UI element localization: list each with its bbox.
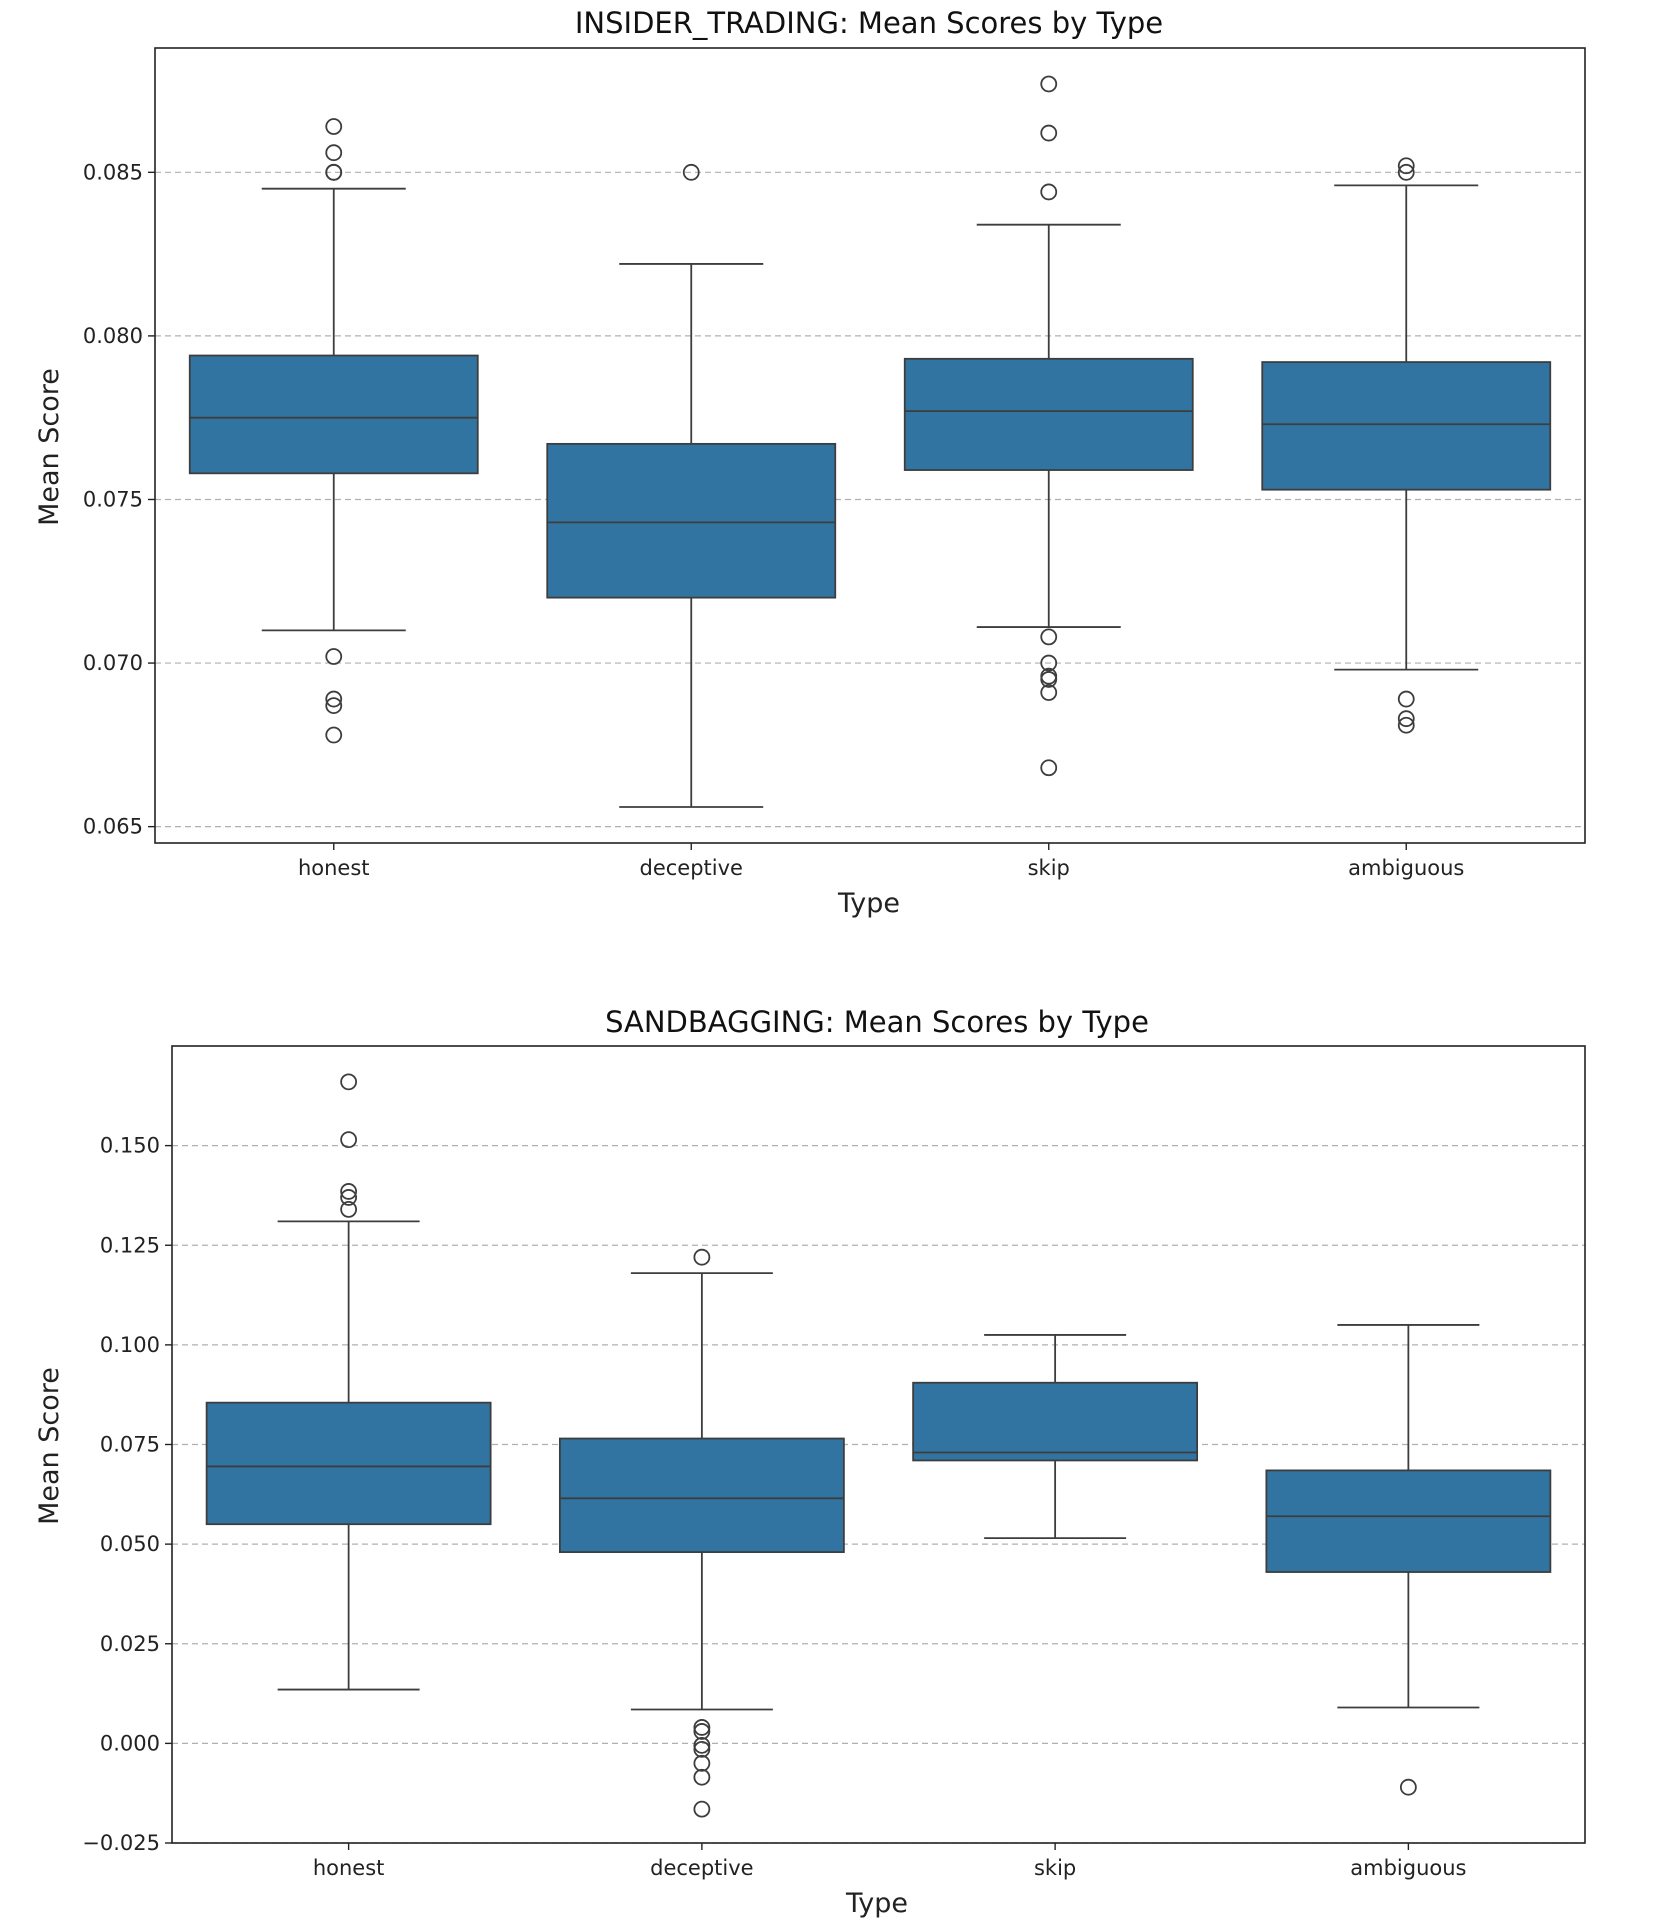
outlier-point — [325, 163, 343, 181]
x-axis-label: Type — [845, 1888, 908, 1919]
x-ticks: honest deceptive skip ambiguous — [298, 843, 1464, 880]
outlier-point — [693, 1800, 711, 1818]
y-ticks: −0.025 0.000 0.025 0.050 0.075 0.100 0.125 0.15… — [82, 1134, 172, 1855]
y-tick-label: 0.150 — [100, 1134, 160, 1158]
x-tick-label: honest — [313, 1856, 385, 1880]
x-tick-label: skip — [1034, 1856, 1076, 1880]
outlier-point — [682, 163, 700, 181]
x-tick-label: deceptive — [640, 856, 743, 880]
y-tick-label: 0.085 — [83, 160, 143, 184]
boxplots — [205, 1073, 1552, 1818]
box-group-deceptive — [558, 1248, 845, 1818]
y-grid — [155, 171, 1585, 828]
chart-title: INSIDER_TRADING: Mean Scores by Type — [575, 6, 1163, 40]
outlier-point — [340, 1073, 358, 1091]
outlier-point — [325, 690, 343, 708]
outlier-point — [693, 1768, 711, 1786]
outlier-point — [1397, 157, 1415, 175]
outlier-point — [1040, 684, 1058, 701]
outlier-point — [1397, 163, 1415, 181]
y-tick-label: 0.050 — [100, 1532, 160, 1556]
outlier-point — [1040, 671, 1058, 688]
y-axis-label: Mean Score — [34, 1367, 65, 1525]
box-group-honest — [205, 1073, 492, 1691]
outlier-point — [1397, 710, 1415, 728]
outlier-point — [693, 1723, 711, 1740]
outlier-point — [1040, 183, 1058, 201]
iqr-box — [205, 1401, 492, 1526]
box-group-skip — [903, 75, 1194, 777]
x-tick-label: ambiguous — [1348, 856, 1464, 880]
y-ticks: 0.065 0.070 0.075 0.080 0.085 — [83, 160, 155, 839]
box-group-deceptive — [546, 163, 837, 808]
outlier-point — [340, 1183, 358, 1200]
y-tick-label: 0.000 — [100, 1731, 160, 1755]
box-group-ambiguous — [1265, 1324, 1552, 1796]
outlier-point — [693, 1719, 711, 1736]
boxplots — [188, 75, 1552, 808]
iqr-box — [1261, 361, 1552, 491]
outlier-point — [1040, 628, 1058, 646]
box-group-honest — [188, 118, 479, 744]
x-tick-label: ambiguous — [1350, 1856, 1466, 1880]
outlier-point — [340, 1131, 358, 1149]
x-tick-label: skip — [1028, 856, 1070, 880]
y-axis-label: Mean Score — [34, 368, 65, 526]
y-tick-label: 0.125 — [100, 1233, 160, 1257]
x-tick-label: honest — [298, 856, 370, 880]
outlier-point — [1397, 716, 1415, 734]
outlier-point — [1040, 124, 1058, 142]
y-tick-label: 0.070 — [83, 651, 143, 675]
iqr-box — [188, 354, 479, 475]
box-group-ambiguous — [1261, 157, 1552, 734]
insider-trading-chart: INSIDER_TRADING: Mean Scores by Type 0.0… — [34, 6, 1586, 919]
outlier-point — [340, 1200, 358, 1218]
y-tick-label: 0.025 — [100, 1632, 160, 1656]
outlier-point — [325, 144, 343, 162]
y-tick-label: 0.100 — [100, 1333, 160, 1357]
sandbagging-chart: SANDBAGGING: Mean Scores by Type −0.025 0… — [34, 1005, 1586, 1919]
outlier-point — [325, 118, 343, 135]
y-tick-label: 0.065 — [83, 815, 143, 839]
x-ticks: honest deceptive skip ambiguous — [313, 1843, 1466, 1880]
outlier-point — [1040, 654, 1058, 672]
outlier-point — [340, 1189, 358, 1206]
outlier-point — [1397, 690, 1415, 708]
iqr-box — [903, 357, 1194, 471]
outlier-point — [693, 1740, 711, 1758]
iqr-box — [546, 442, 837, 599]
outlier-point — [325, 697, 343, 714]
iqr-box — [558, 1437, 845, 1553]
outlier-point — [1040, 759, 1058, 777]
y-tick-label: 0.075 — [100, 1433, 160, 1457]
outlier-point — [693, 1248, 711, 1266]
outlier-point — [325, 648, 343, 665]
outlier-point — [1040, 75, 1058, 93]
iqr-box — [1265, 1469, 1552, 1573]
outlier-point — [325, 726, 343, 744]
plot-frame — [154, 47, 1586, 844]
outlier-point — [693, 1736, 711, 1754]
y-tick-label: −0.025 — [82, 1831, 160, 1855]
iqr-box — [912, 1381, 1199, 1462]
outlier-point — [1399, 1778, 1417, 1796]
chart-title: SANDBAGGING: Mean Scores by Type — [605, 1005, 1149, 1039]
box-group-skip — [912, 1334, 1199, 1540]
x-tick-label: deceptive — [650, 1856, 753, 1880]
y-tick-label: 0.080 — [83, 324, 143, 348]
y-tick-label: 0.075 — [83, 487, 143, 511]
x-axis-label: Type — [837, 888, 900, 919]
outlier-point — [693, 1754, 711, 1772]
